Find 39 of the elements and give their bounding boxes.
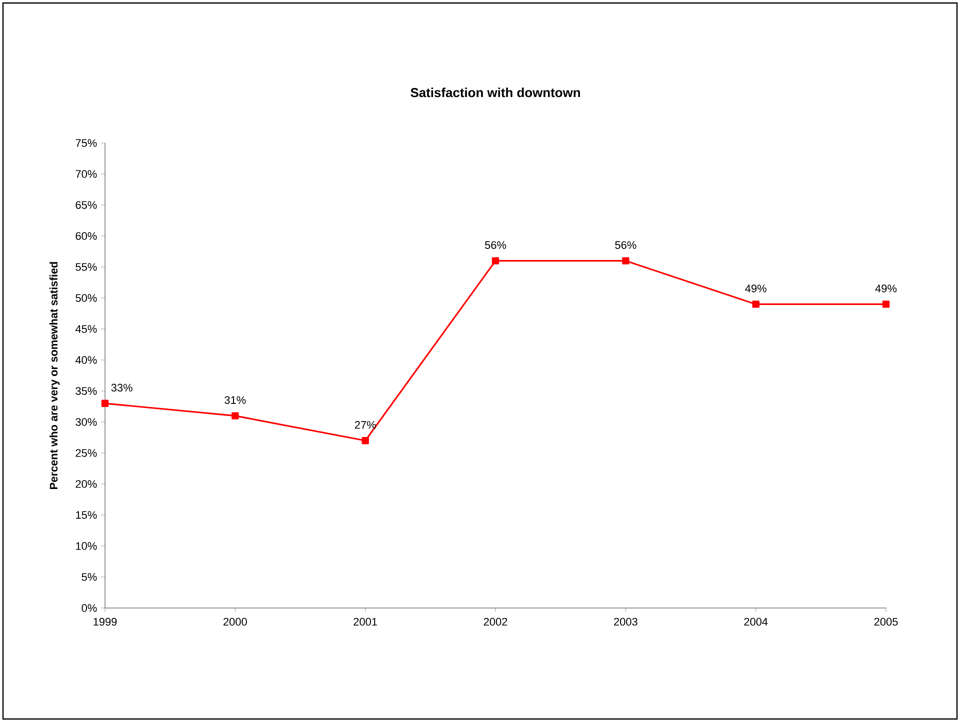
y-tick-label: 75% [76,139,97,147]
y-tick-label: 60% [76,232,97,240]
y-tick-label: 35% [76,387,97,395]
y-tick-label: 50% [76,294,97,302]
y-tick-label: 70% [76,170,97,178]
x-tick-label: 2005 [874,618,898,626]
x-tick-label: 2002 [484,618,508,626]
point [232,412,239,420]
point [492,257,500,264]
y-tick-label: 0% [82,604,97,612]
y-tick-label: 5% [82,573,97,581]
point [362,437,369,444]
y-tick-label: 40% [75,356,97,364]
point [622,257,630,264]
point [101,400,109,407]
point [882,300,890,308]
chart-title: Satisfaction with downtown [410,88,580,98]
y-tick-label: 20% [76,480,97,488]
y-tick-label: 65% [76,201,97,209]
data-label: 56% [484,241,506,249]
x-tick-label: 2000 [224,618,247,626]
y-tick-label: 45% [75,325,97,333]
y-tick-label: 15% [76,511,97,519]
data-label: 31% [224,396,246,404]
data-label: 27% [354,421,376,429]
y-axis-title: Percent who are very or somewhat satisfied [50,262,60,489]
y-tick-label: 55% [76,263,97,271]
data-label: 56% [615,241,636,249]
x-tick-label: 2004 [744,618,768,626]
x-tick-label: 2001 [354,618,377,626]
data-label: 49% [745,284,766,292]
x-tick-label: 1999 [94,618,117,626]
y-tick-label: 10% [76,542,97,550]
point [752,300,760,308]
y-tick-label: 25% [76,449,97,457]
data-label: 49% [875,284,897,292]
y-tick-label: 30% [76,418,97,426]
data-label: 33% [111,384,132,392]
x-tick-label: 2003 [614,618,638,626]
